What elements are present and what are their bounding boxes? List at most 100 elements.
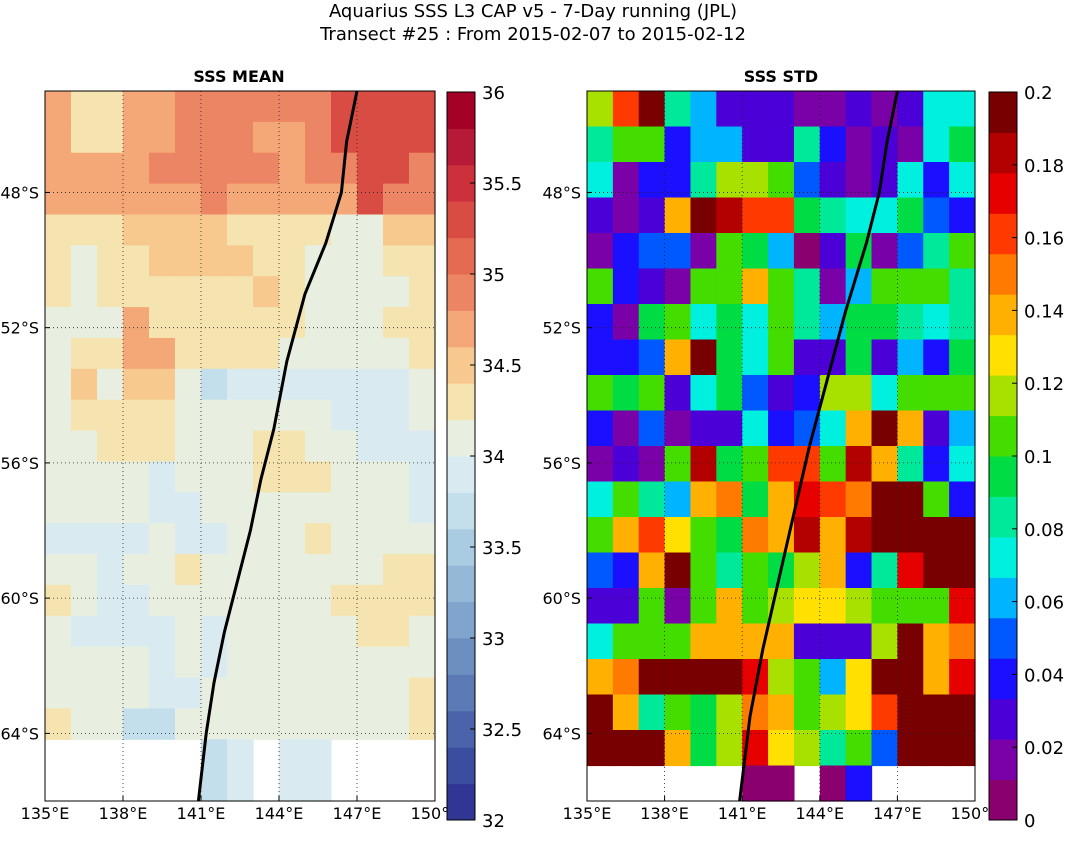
heatmap-cell (716, 126, 743, 163)
heatmap-cell (279, 708, 306, 740)
heatmap-cell (305, 399, 332, 432)
heatmap-cell (690, 410, 717, 447)
heatmap-cell (305, 430, 332, 463)
heatmap-cell (742, 694, 769, 731)
heatmap-cell (638, 481, 666, 518)
heatmap-cell (201, 368, 228, 401)
heatmap-cell (845, 552, 873, 589)
figure-title-line2: Transect #25 : From 2015-02-07 to 2015-0… (319, 24, 746, 45)
heatmap-cell (123, 276, 150, 308)
heatmap-cell (331, 399, 358, 432)
heatmap-cell (845, 765, 873, 802)
heatmap-cell (123, 399, 150, 432)
heatmap-cell (123, 121, 150, 154)
heatmap-cell (768, 162, 795, 199)
x-tick-label: 147°E (333, 804, 382, 823)
heatmap-cell (149, 245, 176, 277)
heatmap-cell (175, 399, 202, 432)
colorbar-tick-label: 33.5 (482, 538, 522, 559)
heatmap-cell (357, 584, 384, 617)
heatmap-cell (845, 197, 873, 234)
heatmap-cell (768, 730, 795, 767)
heatmap-cell (664, 659, 692, 696)
y-tick-label: 64°S (542, 724, 581, 743)
heatmap-cell (716, 659, 743, 696)
heatmap-cell (97, 708, 124, 740)
heatmap-cell (409, 554, 436, 586)
heatmap-cell (123, 492, 150, 524)
heatmap-cell (638, 517, 666, 554)
heatmap-cell (253, 615, 280, 648)
heatmap-cell (357, 646, 384, 679)
heatmap-cell (331, 430, 358, 463)
heatmap-cell (409, 399, 436, 432)
heatmap-cell (845, 410, 873, 447)
heatmap-cell (227, 461, 254, 493)
heatmap-cell (357, 554, 384, 586)
heatmap-cell (123, 430, 150, 463)
heatmap-cell (331, 337, 358, 370)
heatmap-cell (71, 276, 98, 308)
heatmap-cell (587, 233, 614, 270)
colorbar-segment (989, 698, 1017, 740)
heatmap-cell (45, 368, 72, 401)
colorbar-tick-label: 34 (482, 447, 505, 468)
heatmap-cell (897, 623, 924, 660)
heatmap-cell (279, 492, 306, 524)
sss-std-heatmap: 135°E 138°E 141°E 144°E 147°E 150°E 48°S 52°S 56… (542, 90, 999, 823)
heatmap-cell (664, 91, 692, 128)
heatmap-cell (175, 121, 202, 154)
heatmap-cell (279, 121, 306, 154)
heatmap-cell (97, 91, 124, 123)
heatmap-cell (383, 276, 410, 308)
heatmap-cell (871, 552, 898, 589)
heatmap-cell (71, 399, 98, 432)
heatmap-cell (690, 552, 717, 589)
colorbar-tick-label: 0.1 (1024, 447, 1053, 468)
colorbar-segment (989, 739, 1017, 781)
heatmap-cell (716, 91, 743, 128)
heatmap-cell (768, 765, 795, 802)
heatmap-cell (97, 646, 124, 679)
heatmap-cell (845, 623, 873, 660)
heatmap-cell (149, 214, 176, 246)
colorbar-tick-label: 34.5 (482, 356, 522, 377)
heatmap-cell (793, 339, 821, 376)
heatmap-cell (897, 730, 924, 767)
heatmap-cell (175, 276, 202, 308)
heatmap-cell (793, 694, 821, 731)
heatmap-cell (819, 552, 847, 589)
heatmap-cell (331, 584, 358, 617)
colorbar-segment (447, 274, 475, 311)
heatmap-cell (305, 91, 332, 123)
heatmap-cell (819, 623, 847, 660)
heatmap-cell (587, 659, 614, 696)
heatmap-cell (871, 339, 898, 376)
colorbar-segment (447, 128, 475, 166)
transect-track (196, 90, 359, 802)
heatmap-cell (409, 152, 436, 185)
heatmap-cell (201, 492, 228, 524)
heatmap-cell (71, 461, 98, 493)
x-tick-label: 135°E (563, 804, 612, 823)
y-tick-label: 60°S (0, 589, 39, 608)
heatmap-cell (664, 339, 692, 376)
heatmap-cell (305, 584, 332, 617)
heatmap-cell (612, 446, 640, 483)
heatmap-cell (638, 268, 666, 305)
colorbar-tick-label: 0.02 (1024, 738, 1064, 759)
heatmap-cell (149, 708, 176, 740)
heatmap-cell (175, 337, 202, 370)
heatmap-cell (409, 523, 436, 555)
heatmap-cell (279, 523, 306, 555)
heatmap-cell (638, 339, 666, 376)
heatmap-cell (253, 554, 280, 586)
heatmap-cell (305, 492, 332, 524)
heatmap-cell (690, 268, 717, 305)
heatmap-cell (638, 552, 666, 589)
heatmap-cell (253, 214, 280, 246)
heatmap-cell (331, 492, 358, 524)
heatmap-cell (253, 523, 280, 555)
heatmap-cell (201, 91, 228, 123)
colorbar-segment (447, 674, 475, 712)
